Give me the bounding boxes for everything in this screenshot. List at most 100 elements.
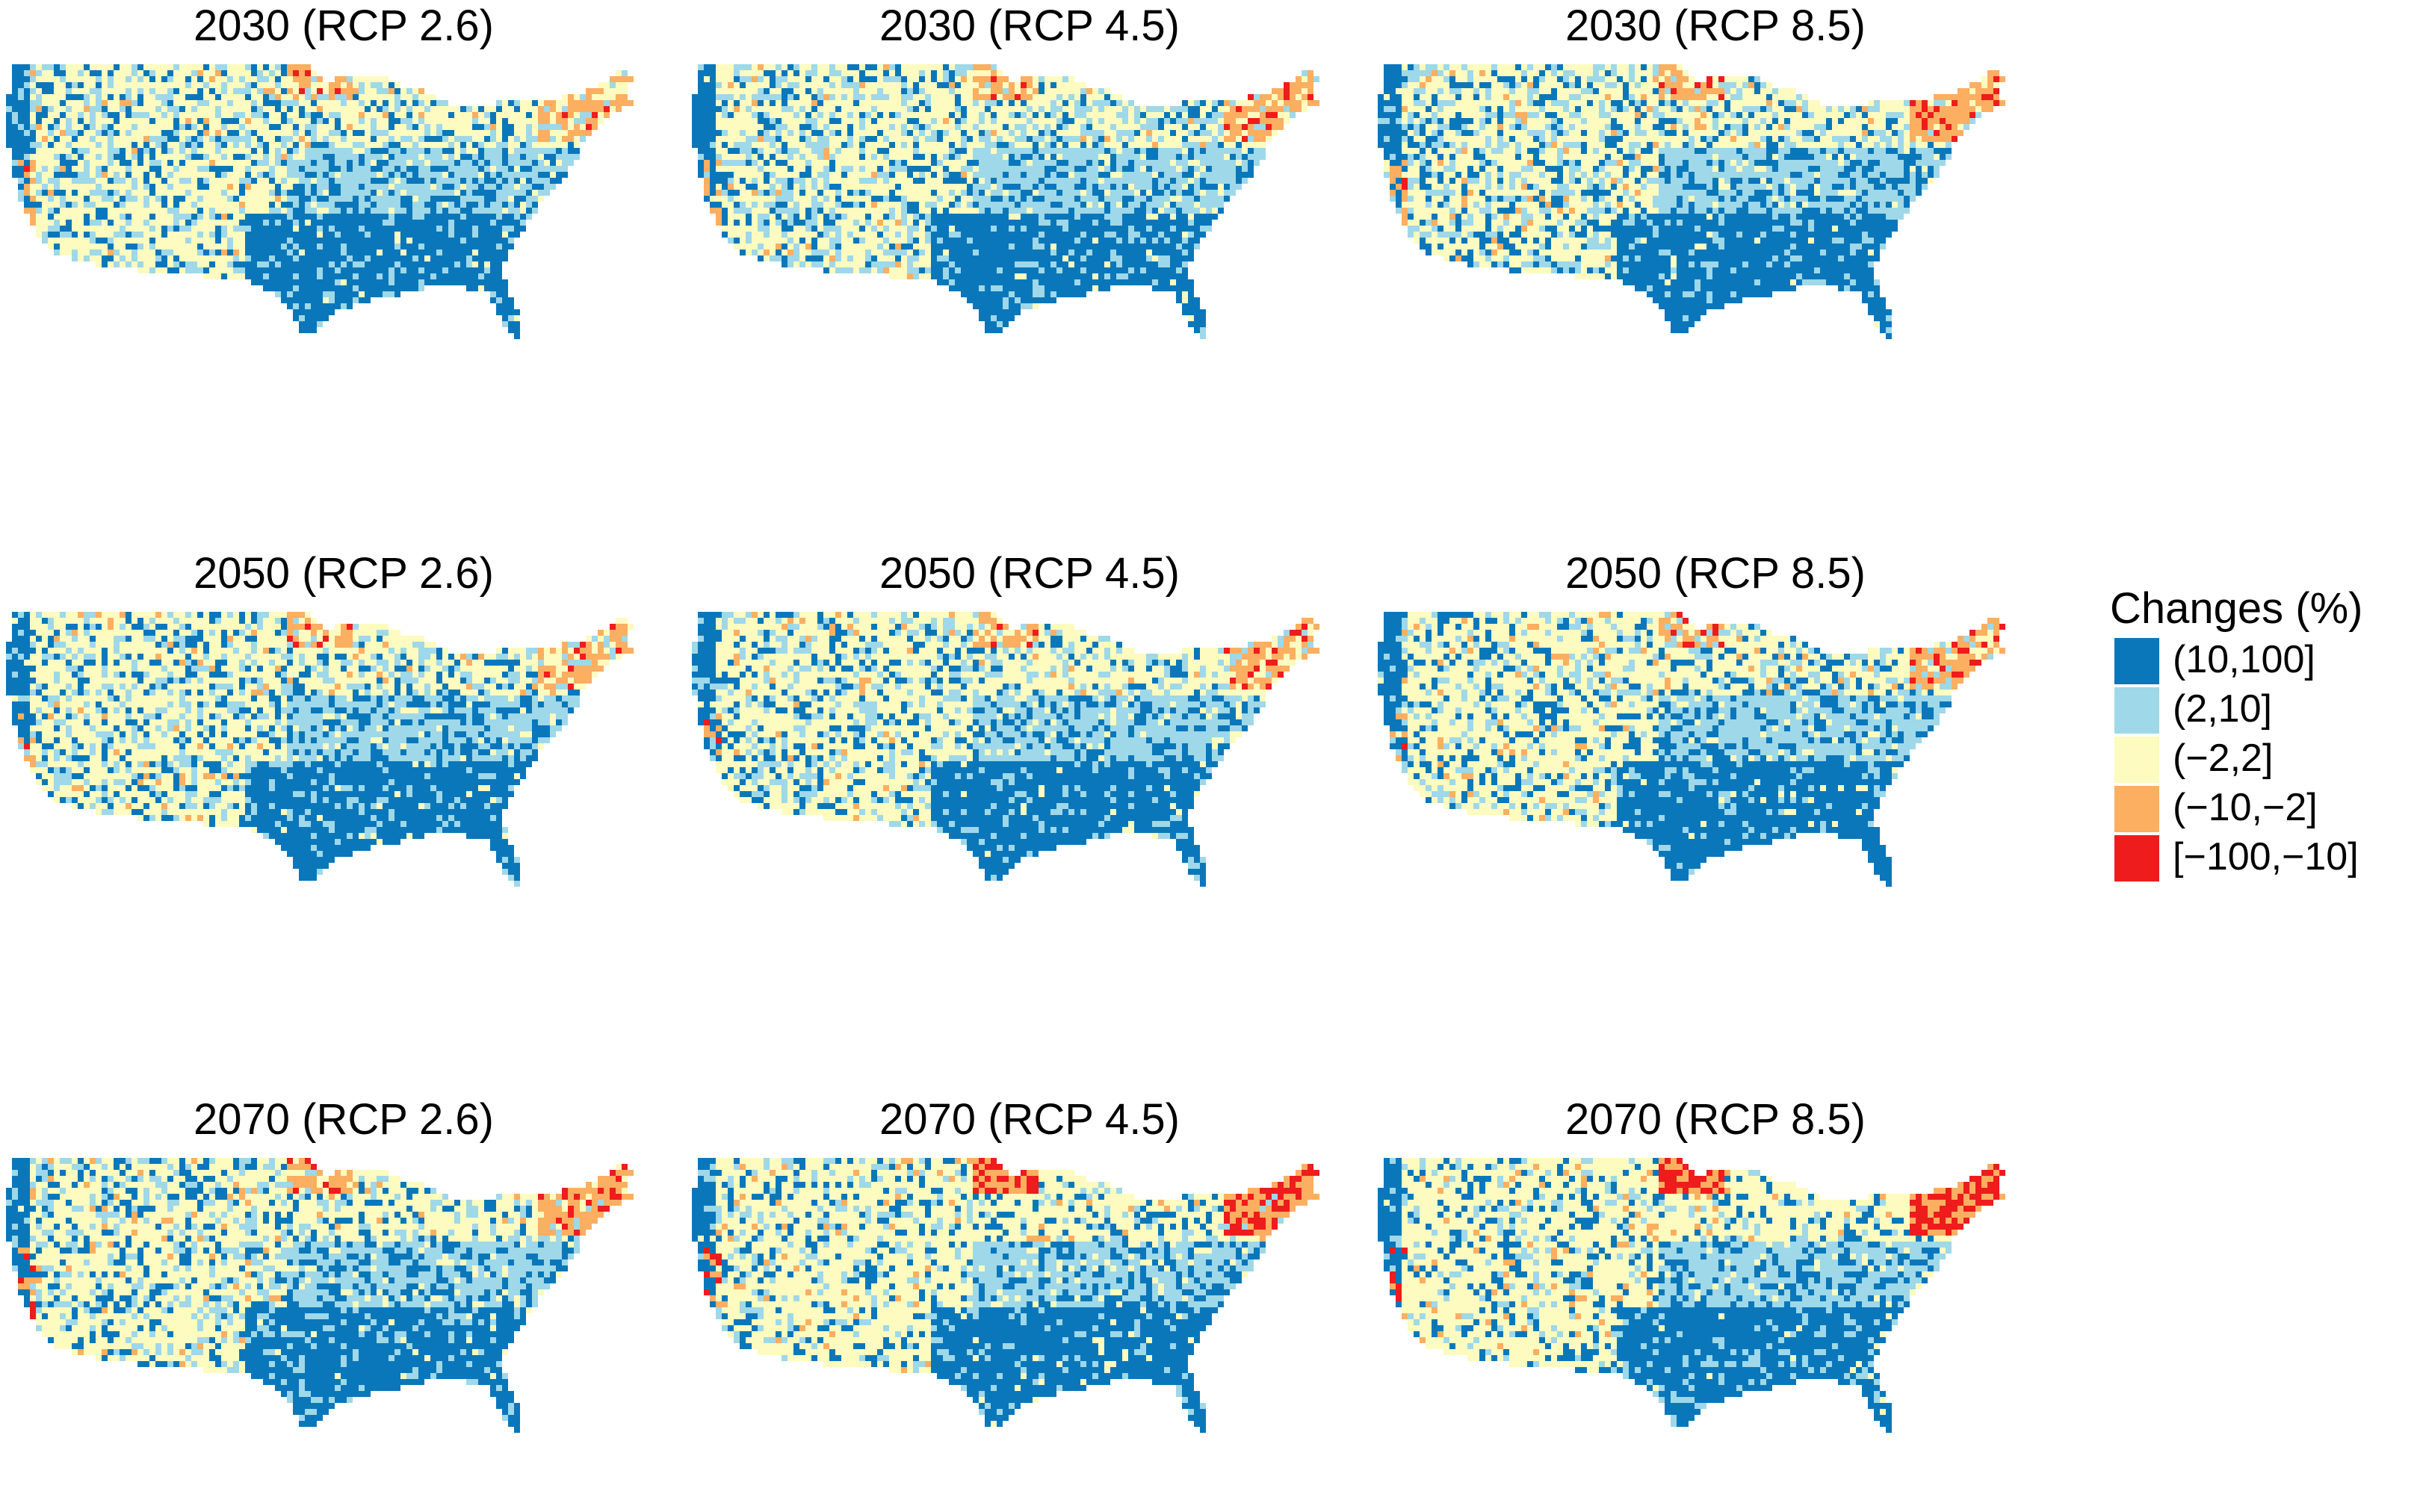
map-cell — [389, 124, 394, 130]
map-cell — [991, 100, 997, 106]
map-cell — [371, 130, 377, 136]
map-cell — [859, 106, 865, 112]
map-cell — [275, 112, 281, 118]
map-cell — [776, 94, 782, 100]
map-cell — [448, 196, 454, 202]
map-cell — [412, 190, 418, 196]
map-cell — [770, 142, 776, 148]
map-cell — [215, 226, 221, 232]
map-cell — [263, 273, 269, 279]
map-cell — [1128, 148, 1134, 154]
map-cell — [149, 267, 155, 273]
map-cell — [592, 94, 598, 100]
map-cell — [448, 118, 454, 124]
map-cell — [317, 202, 323, 208]
map-cell — [418, 184, 424, 190]
map-cell — [448, 148, 454, 154]
map-cell — [353, 255, 359, 261]
map-cell — [1224, 154, 1230, 160]
map-cell — [1009, 160, 1015, 166]
map-cell — [811, 106, 817, 112]
map-cell — [353, 172, 359, 178]
map-cell — [54, 202, 60, 208]
map-cell — [538, 118, 544, 124]
map-cell — [865, 124, 871, 130]
map-cell — [329, 130, 335, 136]
map-cell — [412, 208, 418, 214]
map-cell — [221, 172, 227, 178]
map-cell — [1224, 112, 1230, 118]
map-cell — [335, 303, 341, 309]
map-cell — [973, 166, 979, 172]
map-cell — [1080, 130, 1086, 136]
map-cell — [598, 100, 604, 106]
map-cell — [1062, 94, 1068, 100]
map-cell — [592, 100, 598, 106]
map-cell — [42, 118, 48, 124]
map-cell — [179, 250, 185, 255]
map-cell — [1080, 94, 1086, 100]
map-cell — [221, 136, 227, 142]
map-cell — [227, 208, 233, 214]
map-cell — [799, 172, 805, 178]
map-cell — [710, 148, 716, 154]
map-cell — [389, 220, 394, 226]
map-cell — [305, 190, 311, 196]
map-cell — [817, 70, 823, 76]
map-cell — [389, 136, 394, 142]
map-cell — [167, 232, 173, 238]
map-cell — [568, 142, 574, 148]
map-cell — [66, 238, 72, 244]
map-cell — [526, 142, 532, 148]
map-cell — [835, 94, 841, 100]
map-cell — [1110, 136, 1116, 142]
map-cell — [1308, 76, 1313, 82]
map-cell — [341, 220, 347, 226]
map-cell — [383, 261, 389, 267]
map-cell — [257, 160, 263, 166]
map-cell — [383, 166, 389, 172]
map-cell — [466, 261, 472, 267]
map-cell — [406, 88, 412, 94]
map-cell — [341, 94, 347, 100]
map-cell — [418, 106, 424, 112]
map-cell — [287, 273, 293, 279]
map-cell — [466, 112, 472, 118]
map-cell — [353, 214, 359, 220]
map-cell — [120, 190, 126, 196]
map-cell — [1092, 130, 1098, 136]
map-cell — [889, 136, 895, 142]
map-cell — [1068, 118, 1074, 124]
map-cell — [383, 88, 389, 94]
map-cell — [430, 267, 436, 273]
map-cell — [30, 178, 36, 184]
map-cell — [811, 142, 817, 148]
map-cell — [508, 124, 514, 130]
map-cell — [622, 76, 628, 82]
map-cell — [1098, 154, 1104, 160]
map-cell — [6, 136, 12, 142]
map-cell — [746, 142, 752, 148]
map-cell — [341, 82, 347, 88]
map-cell — [371, 160, 377, 166]
map-cell — [841, 130, 847, 136]
map-cell — [233, 172, 239, 178]
map-cell — [770, 118, 776, 124]
map-cell — [406, 220, 412, 226]
map-cell — [967, 88, 973, 94]
map-cell — [955, 184, 961, 190]
map-cell — [424, 94, 430, 100]
map-cell — [722, 82, 728, 88]
map-cell — [442, 172, 448, 178]
map-cell — [454, 172, 460, 178]
map-cell — [616, 76, 622, 82]
map-cell — [871, 118, 877, 124]
map-cell — [1003, 160, 1009, 166]
map-cell — [442, 190, 448, 196]
map-cell — [215, 106, 221, 112]
map-cell — [1236, 124, 1242, 130]
map-cell — [197, 208, 203, 214]
map-cell — [371, 136, 377, 142]
map-cell — [48, 238, 54, 244]
map-cell — [716, 94, 722, 100]
